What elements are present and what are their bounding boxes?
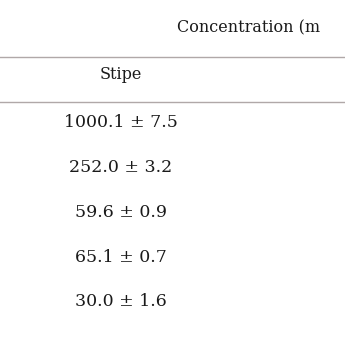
- Text: Stipe: Stipe: [100, 66, 142, 83]
- Text: 30.0 ± 1.6: 30.0 ± 1.6: [75, 293, 167, 310]
- Text: 252.0 ± 3.2: 252.0 ± 3.2: [69, 159, 172, 176]
- Text: 1000.1 ± 7.5: 1000.1 ± 7.5: [64, 114, 178, 131]
- Text: 65.1 ± 0.7: 65.1 ± 0.7: [75, 248, 167, 266]
- Text: 59.6 ± 0.9: 59.6 ± 0.9: [75, 204, 167, 221]
- Text: Concentration (m: Concentration (m: [177, 19, 320, 36]
